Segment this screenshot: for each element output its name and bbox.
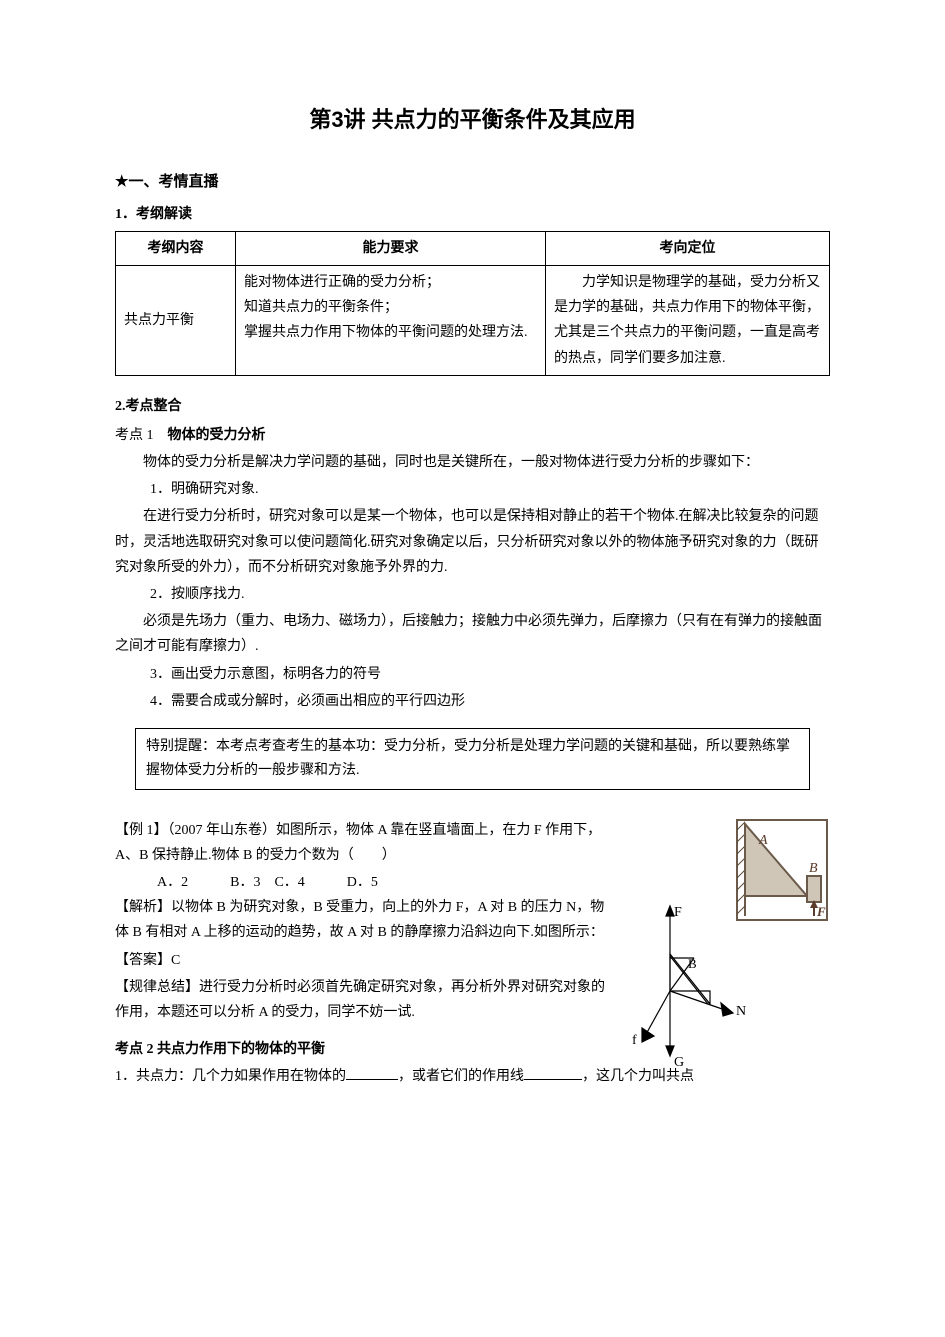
- section1-header: ★一、考情直播: [115, 168, 830, 196]
- example1-options: A．2 B．3 C．4 D．5: [115, 870, 615, 895]
- exam-table: 考纲内容 能力要求 考向定位 共点力平衡 能对物体进行正确的受力分析； 知道共点…: [115, 231, 830, 376]
- td-col1: 共点力平衡: [116, 265, 236, 375]
- page-title: 第3讲 共点力的平衡条件及其应用: [115, 100, 830, 140]
- svg-text:F: F: [816, 904, 826, 919]
- th-col3: 考向定位: [546, 231, 830, 265]
- example1-jiexi: 【解析】以物体 B 为研究对象，B 受重力，向上的外力 F，A 对 B 的压力 …: [115, 895, 615, 945]
- step3-head: 3．画出受力示意图，标明各力的符号: [115, 662, 830, 687]
- tip-box: 特别提醒：本考点考查考生的基本功：受力分析，受力分析是处理力学问题的关键和基础，…: [135, 728, 810, 790]
- svg-text:G: G: [674, 1055, 684, 1070]
- example1-answer: 【答案】C: [115, 948, 615, 973]
- sub2-header: 2.考点整合: [115, 394, 830, 419]
- svg-text:A: A: [758, 833, 768, 848]
- svg-text:f: f: [632, 1033, 637, 1048]
- step2-body: 必须是先场力（重力、电场力、磁场力），后接触力；接触力中必须先弹力，后摩擦力（只…: [115, 609, 830, 659]
- example1-rule: 【规律总结】进行受力分析时必须首先确定研究对象，再分析外界对研究对象的作用，本题…: [115, 975, 615, 1025]
- svg-text:B: B: [688, 956, 697, 971]
- table-row: 共点力平衡 能对物体进行正确的受力分析； 知道共点力的平衡条件； 掌握共点力作用…: [116, 265, 830, 375]
- figure-force-diagram: F B N G f: [610, 896, 760, 1085]
- example1-lead: 【例 1】（2007 年山东卷）如图所示，物体 A 靠在竖直墙面上，在力 F 作…: [115, 818, 615, 868]
- svg-text:B: B: [809, 861, 818, 876]
- td-col2: 能对物体进行正确的受力分析； 知道共点力的平衡条件； 掌握共点力作用下物体的平衡…: [236, 265, 546, 375]
- th-col2: 能力要求: [236, 231, 546, 265]
- td-col3: 力学知识是物理学的基础，受力分析又是力学的基础，共点力作用下的物体平衡，尤其是三…: [546, 265, 830, 375]
- kaodian1-label: 考点 1 物体的受力分析: [115, 423, 830, 448]
- intro-para: 物体的受力分析是解决力学问题的基础，同时也是关键所在，一般对物体进行受力分析的步…: [115, 450, 830, 475]
- svg-text:N: N: [736, 1004, 746, 1019]
- force-svg: F B N G f: [610, 896, 760, 1076]
- step4-head: 4．需要合成或分解时，必须画出相应的平行四边形: [115, 689, 830, 714]
- th-col1: 考纲内容: [116, 231, 236, 265]
- blank2: [524, 1079, 582, 1080]
- blank1: [346, 1079, 398, 1080]
- sub1-header: 1．考纲解读: [115, 202, 830, 227]
- step2-head: 2．按顺序找力.: [115, 582, 830, 607]
- example1-wrap: A B F F B N G f: [115, 818, 830, 1026]
- step1-body: 在进行受力分析时，研究对象可以是某一个物体，也可以是保持相对静止的若干个物体.在…: [115, 504, 830, 580]
- step1-head: 1．明确研究对象.: [115, 477, 830, 502]
- example1-text-col: 【例 1】（2007 年山东卷）如图所示，物体 A 靠在竖直墙面上，在力 F 作…: [115, 818, 615, 1026]
- table-header-row: 考纲内容 能力要求 考向定位: [116, 231, 830, 265]
- svg-text:F: F: [674, 905, 682, 920]
